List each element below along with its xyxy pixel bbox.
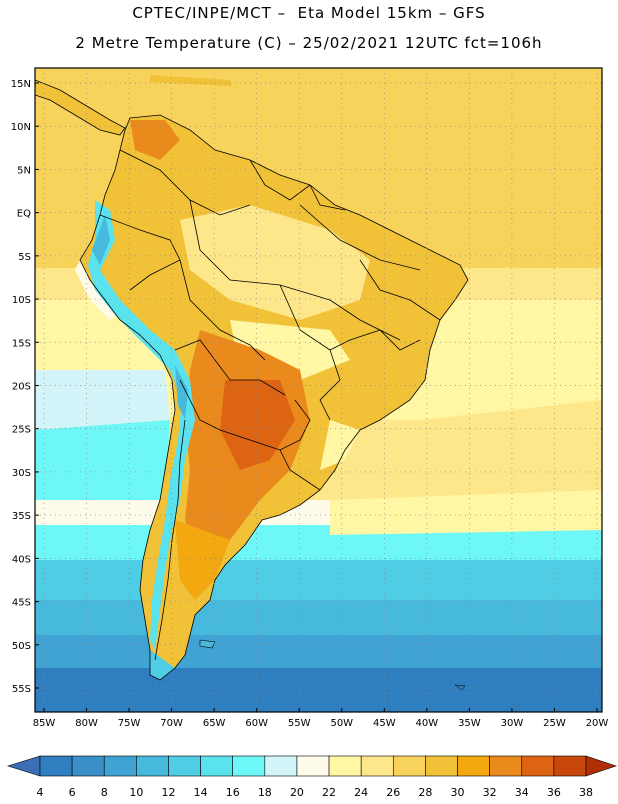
colorbar-box (71, 755, 105, 777)
colorbar-box (296, 755, 330, 777)
lon-label: 70W (160, 718, 183, 729)
colorbar-box (200, 755, 234, 777)
colorbar-box (264, 755, 298, 777)
colorbar-tick-label: 34 (515, 786, 529, 799)
colorbar-tick-label: 10 (129, 786, 143, 799)
lat-label: 15N (11, 79, 31, 90)
lat-label: 55S (12, 684, 31, 695)
lat-label: 50S (12, 641, 31, 652)
lon-label: 75W (118, 718, 141, 729)
colorbar-tick-label: 28 (418, 786, 432, 799)
colorbar-tick-label: 22 (322, 786, 336, 799)
map-title-line1: CPTEC/INPE/MCT – Eta Model 15km – GFS (132, 4, 486, 22)
colorbar-box (457, 755, 490, 777)
colorbar-box (168, 755, 201, 777)
colorbar-tick-label: 16 (226, 786, 240, 799)
lon-label: 80W (75, 718, 98, 729)
colorbar-low-arrow (6, 755, 41, 777)
colorbar-tick-label: 38 (579, 786, 593, 799)
colorbar-tick-label: 26 (386, 786, 400, 799)
lat-label: EQ (17, 209, 31, 220)
colorbar-box (392, 755, 426, 777)
map-frame (34, 67, 603, 713)
lat-label: 10S (12, 295, 31, 306)
lat-label: 5S (18, 252, 31, 263)
map-figure: 15N 10N 5N EQ 5S 10S 15S 20S 25S 30S 35S 40S 45S 50S 5… (0, 60, 618, 800)
colorbar-tick-label: 4 (37, 786, 44, 799)
colorbar-box (39, 755, 73, 777)
lon-label: 45W (373, 718, 396, 729)
colorbar-tick-label: 8 (101, 786, 108, 799)
colorbar-box (232, 755, 266, 777)
colorbar-tick-label: 12 (161, 786, 175, 799)
colorbar-tick-label: 6 (69, 786, 76, 799)
colorbar-box (425, 755, 458, 777)
colorbar-box (521, 755, 555, 777)
colorbar-high-arrow (585, 755, 617, 777)
country-borders (35, 79, 469, 681)
lon-label: 60W (245, 718, 268, 729)
lat-label: 20S (12, 382, 31, 393)
lon-label: 65W (203, 718, 226, 729)
colorbar-box (553, 755, 587, 777)
colorbar-tick-label: 18 (258, 786, 272, 799)
lat-label: 5N (17, 165, 31, 176)
colorbar-tick-label: 14 (194, 786, 208, 799)
lon-label: 20W (586, 718, 609, 729)
colorbar-tick-label: 20 (290, 786, 304, 799)
lon-label: 35W (458, 718, 481, 729)
map-title-line2: 2 Metre Temperature (C) – 25/02/2021 12U… (75, 34, 543, 52)
lat-label: 30S (12, 468, 31, 479)
colorbar-box (328, 755, 362, 777)
lat-label: 25S (12, 425, 31, 436)
lat-label: 40S (12, 554, 31, 565)
lon-label: 50W (330, 718, 353, 729)
colorbar-box (489, 755, 523, 777)
colorbar-tick-label: 24 (354, 786, 368, 799)
lon-label: 55W (288, 718, 311, 729)
lat-label: 35S (12, 511, 31, 522)
lon-label: 85W (33, 718, 56, 729)
temperature-field (35, 68, 602, 712)
lon-label: 25W (543, 718, 566, 729)
latitude-labels: 15N 10N 5N EQ 5S 10S 15S 20S 25S 30S 35S 40S 45S 50S 5… (11, 79, 39, 695)
colorbar-tick-label: 36 (547, 786, 561, 799)
lat-label: 15S (12, 338, 31, 349)
colorbar-tick-label: 30 (451, 786, 465, 799)
colorbar-box (103, 755, 137, 777)
colorbar: 4 6 8 10 12 14 16 18 20 22 24 26 28 30 32 34 36 38 (6, 755, 617, 799)
colorbar-box (136, 755, 169, 777)
map-svg: 15N 10N 5N EQ 5S 10S 15S 20S 25S 30S 35S 40S 45S 50S 5… (6, 67, 617, 799)
lat-label: 45S (12, 598, 31, 609)
lon-label: 30W (501, 718, 524, 729)
lat-label: 10N (11, 122, 31, 133)
colorbar-box (360, 755, 394, 777)
colorbar-tick-label: 32 (483, 786, 497, 799)
lon-label: 40W (416, 718, 439, 729)
longitude-labels: 85W 80W 75W 70W 65W 60W 55W 50W 45W 40W 35W 30W 25W 2… (33, 708, 609, 729)
